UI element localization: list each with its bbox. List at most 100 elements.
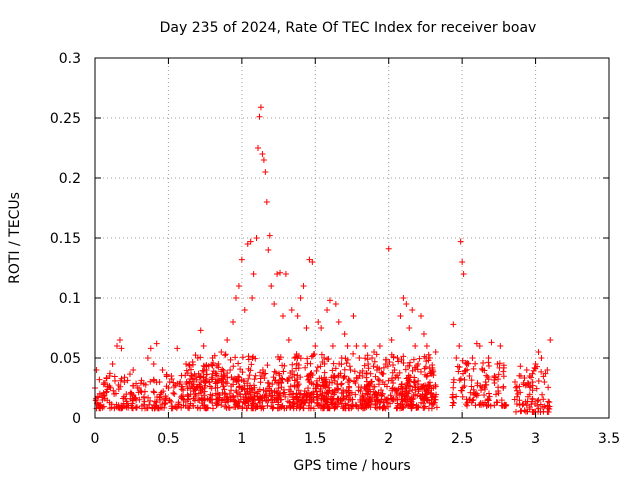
data-point [206, 379, 213, 386]
data-point [514, 393, 521, 400]
data-point [282, 393, 289, 400]
data-point [211, 352, 218, 359]
data-point [308, 393, 315, 400]
data-point [253, 235, 260, 241]
data-point [429, 364, 436, 371]
data-point [315, 319, 322, 325]
data-point [428, 405, 435, 412]
data-point [284, 378, 291, 385]
data-point [338, 380, 345, 387]
data-point [209, 400, 216, 407]
data-point [124, 377, 131, 384]
data-point [322, 378, 329, 385]
data-point [488, 339, 495, 346]
data-point [498, 397, 505, 404]
data-point [289, 361, 296, 368]
data-point [412, 391, 419, 398]
data-point [373, 405, 380, 412]
data-point [331, 377, 338, 384]
data-point [415, 377, 422, 384]
data-point [307, 360, 314, 367]
data-point [415, 404, 422, 411]
data-point [466, 373, 473, 379]
data-point [540, 396, 547, 403]
data-point [107, 405, 114, 412]
data-point [398, 380, 405, 387]
data-point [251, 376, 258, 383]
data-point [174, 403, 181, 410]
data-point [197, 327, 204, 334]
data-point [513, 401, 520, 408]
data-point [340, 403, 347, 410]
data-point [325, 355, 332, 362]
data-point [297, 404, 304, 411]
data-point [431, 396, 438, 403]
data-point [216, 377, 223, 384]
data-point [275, 401, 282, 408]
data-point [277, 390, 284, 397]
data-point [400, 353, 407, 360]
data-point [328, 374, 335, 381]
data-point [189, 359, 196, 366]
data-point [194, 383, 201, 390]
data-point [285, 337, 292, 343]
data-point [547, 337, 554, 343]
data-point [366, 396, 373, 403]
grid-lines [95, 58, 609, 418]
data-point [500, 368, 507, 375]
data-point [321, 396, 328, 403]
data-point [220, 367, 227, 374]
data-point [462, 359, 469, 366]
data-point [339, 396, 346, 403]
data-point [346, 363, 353, 370]
data-point [371, 383, 378, 390]
data-point [428, 396, 435, 403]
data-point [495, 390, 502, 397]
data-point [355, 383, 362, 390]
y-tick-label: 0 [72, 411, 81, 427]
data-point [309, 372, 316, 379]
data-point [199, 386, 206, 393]
data-point [401, 393, 408, 400]
data-point [295, 352, 302, 359]
data-point [280, 390, 287, 397]
data-point [178, 392, 185, 399]
data-point [161, 400, 168, 407]
data-point [365, 365, 372, 372]
data-point [278, 375, 285, 382]
data-point [342, 355, 349, 362]
data-point [249, 354, 256, 361]
data-point [318, 375, 325, 382]
data-point [97, 401, 104, 408]
data-point [304, 392, 311, 399]
data-point [460, 271, 467, 277]
data-point [483, 402, 490, 409]
data-point [241, 307, 248, 313]
data-point [276, 405, 283, 412]
data-point [144, 355, 151, 361]
data-point [233, 389, 240, 396]
data-point [335, 319, 342, 325]
data-point [109, 361, 116, 367]
data-point [325, 390, 332, 397]
data-point [535, 396, 542, 403]
data-point [343, 360, 350, 367]
data-point [512, 384, 519, 391]
data-point [387, 400, 394, 407]
data-point [517, 363, 524, 370]
data-point [279, 313, 286, 319]
axis-ticks [94, 57, 610, 419]
data-point [411, 379, 418, 386]
data-point [151, 389, 158, 396]
data-point [545, 398, 552, 405]
data-point [183, 361, 190, 367]
data-point [526, 404, 533, 411]
data-point [199, 367, 206, 374]
data-point [224, 380, 231, 387]
data-point [394, 396, 401, 403]
data-point [265, 396, 272, 403]
data-point [140, 393, 147, 400]
data-point [306, 379, 313, 386]
data-point [263, 199, 270, 205]
